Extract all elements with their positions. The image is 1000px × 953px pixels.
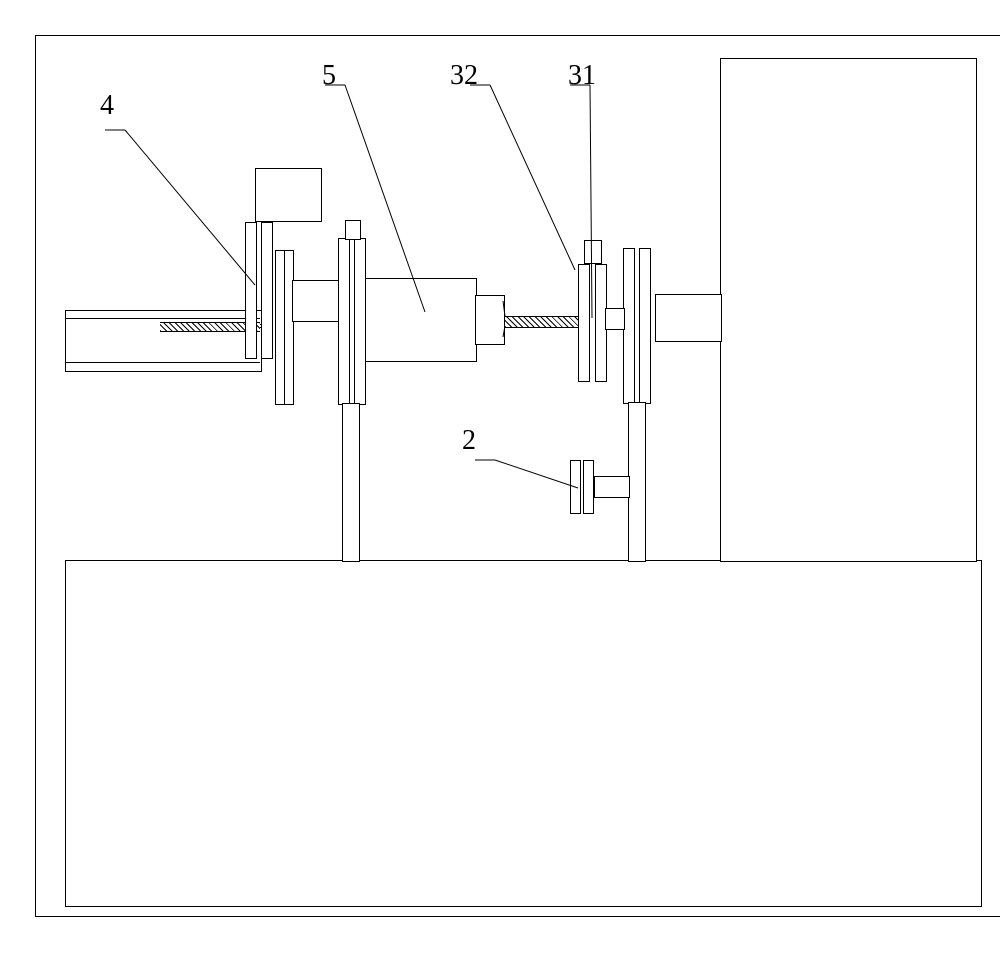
callout-l5: 5 bbox=[322, 60, 336, 92]
callout-l32: 32 bbox=[450, 60, 478, 92]
callout-l2: 2 bbox=[462, 425, 476, 457]
diagram-canvas: 4 5 32 31 2 bbox=[20, 20, 1000, 933]
callout-l31: 31 bbox=[568, 60, 596, 92]
callout-l4: 4 bbox=[100, 90, 114, 122]
